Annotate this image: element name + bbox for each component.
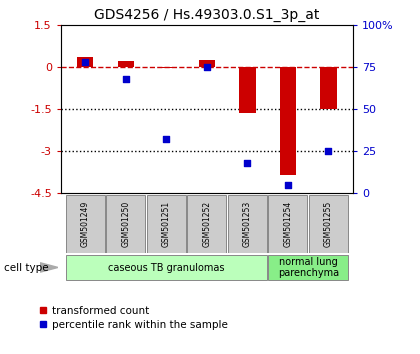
Point <box>82 59 89 65</box>
Bar <box>320 67 336 109</box>
Bar <box>187 195 226 252</box>
Bar <box>268 255 348 280</box>
Point <box>285 182 291 187</box>
Text: GSM501255: GSM501255 <box>324 201 333 247</box>
Point <box>122 76 129 81</box>
Bar <box>77 57 93 67</box>
Bar <box>118 61 134 67</box>
Text: GSM501250: GSM501250 <box>121 201 130 247</box>
Bar <box>66 195 105 252</box>
Bar <box>66 255 267 280</box>
Bar <box>147 195 186 252</box>
Point <box>204 64 210 70</box>
Bar <box>228 195 267 252</box>
Bar <box>280 67 296 175</box>
Bar <box>106 195 145 252</box>
Point <box>244 160 251 165</box>
Point <box>325 148 332 154</box>
Bar <box>199 60 215 67</box>
Legend: transformed count, percentile rank within the sample: transformed count, percentile rank withi… <box>39 306 228 330</box>
Polygon shape <box>40 263 58 272</box>
Text: GSM501249: GSM501249 <box>81 201 90 247</box>
Bar <box>268 195 307 252</box>
Text: caseous TB granulomas: caseous TB granulomas <box>108 263 225 273</box>
Text: GSM501251: GSM501251 <box>162 201 171 247</box>
Bar <box>239 67 255 113</box>
Text: GSM501252: GSM501252 <box>202 201 211 247</box>
Point <box>163 136 170 142</box>
Bar <box>309 195 348 252</box>
Text: normal lung
parenchyma: normal lung parenchyma <box>278 257 339 279</box>
Text: GSM501254: GSM501254 <box>284 201 292 247</box>
Text: cell type: cell type <box>4 263 49 273</box>
Title: GDS4256 / Hs.49303.0.S1_3p_at: GDS4256 / Hs.49303.0.S1_3p_at <box>94 8 320 22</box>
Text: GSM501253: GSM501253 <box>243 201 252 247</box>
Bar <box>158 67 174 68</box>
